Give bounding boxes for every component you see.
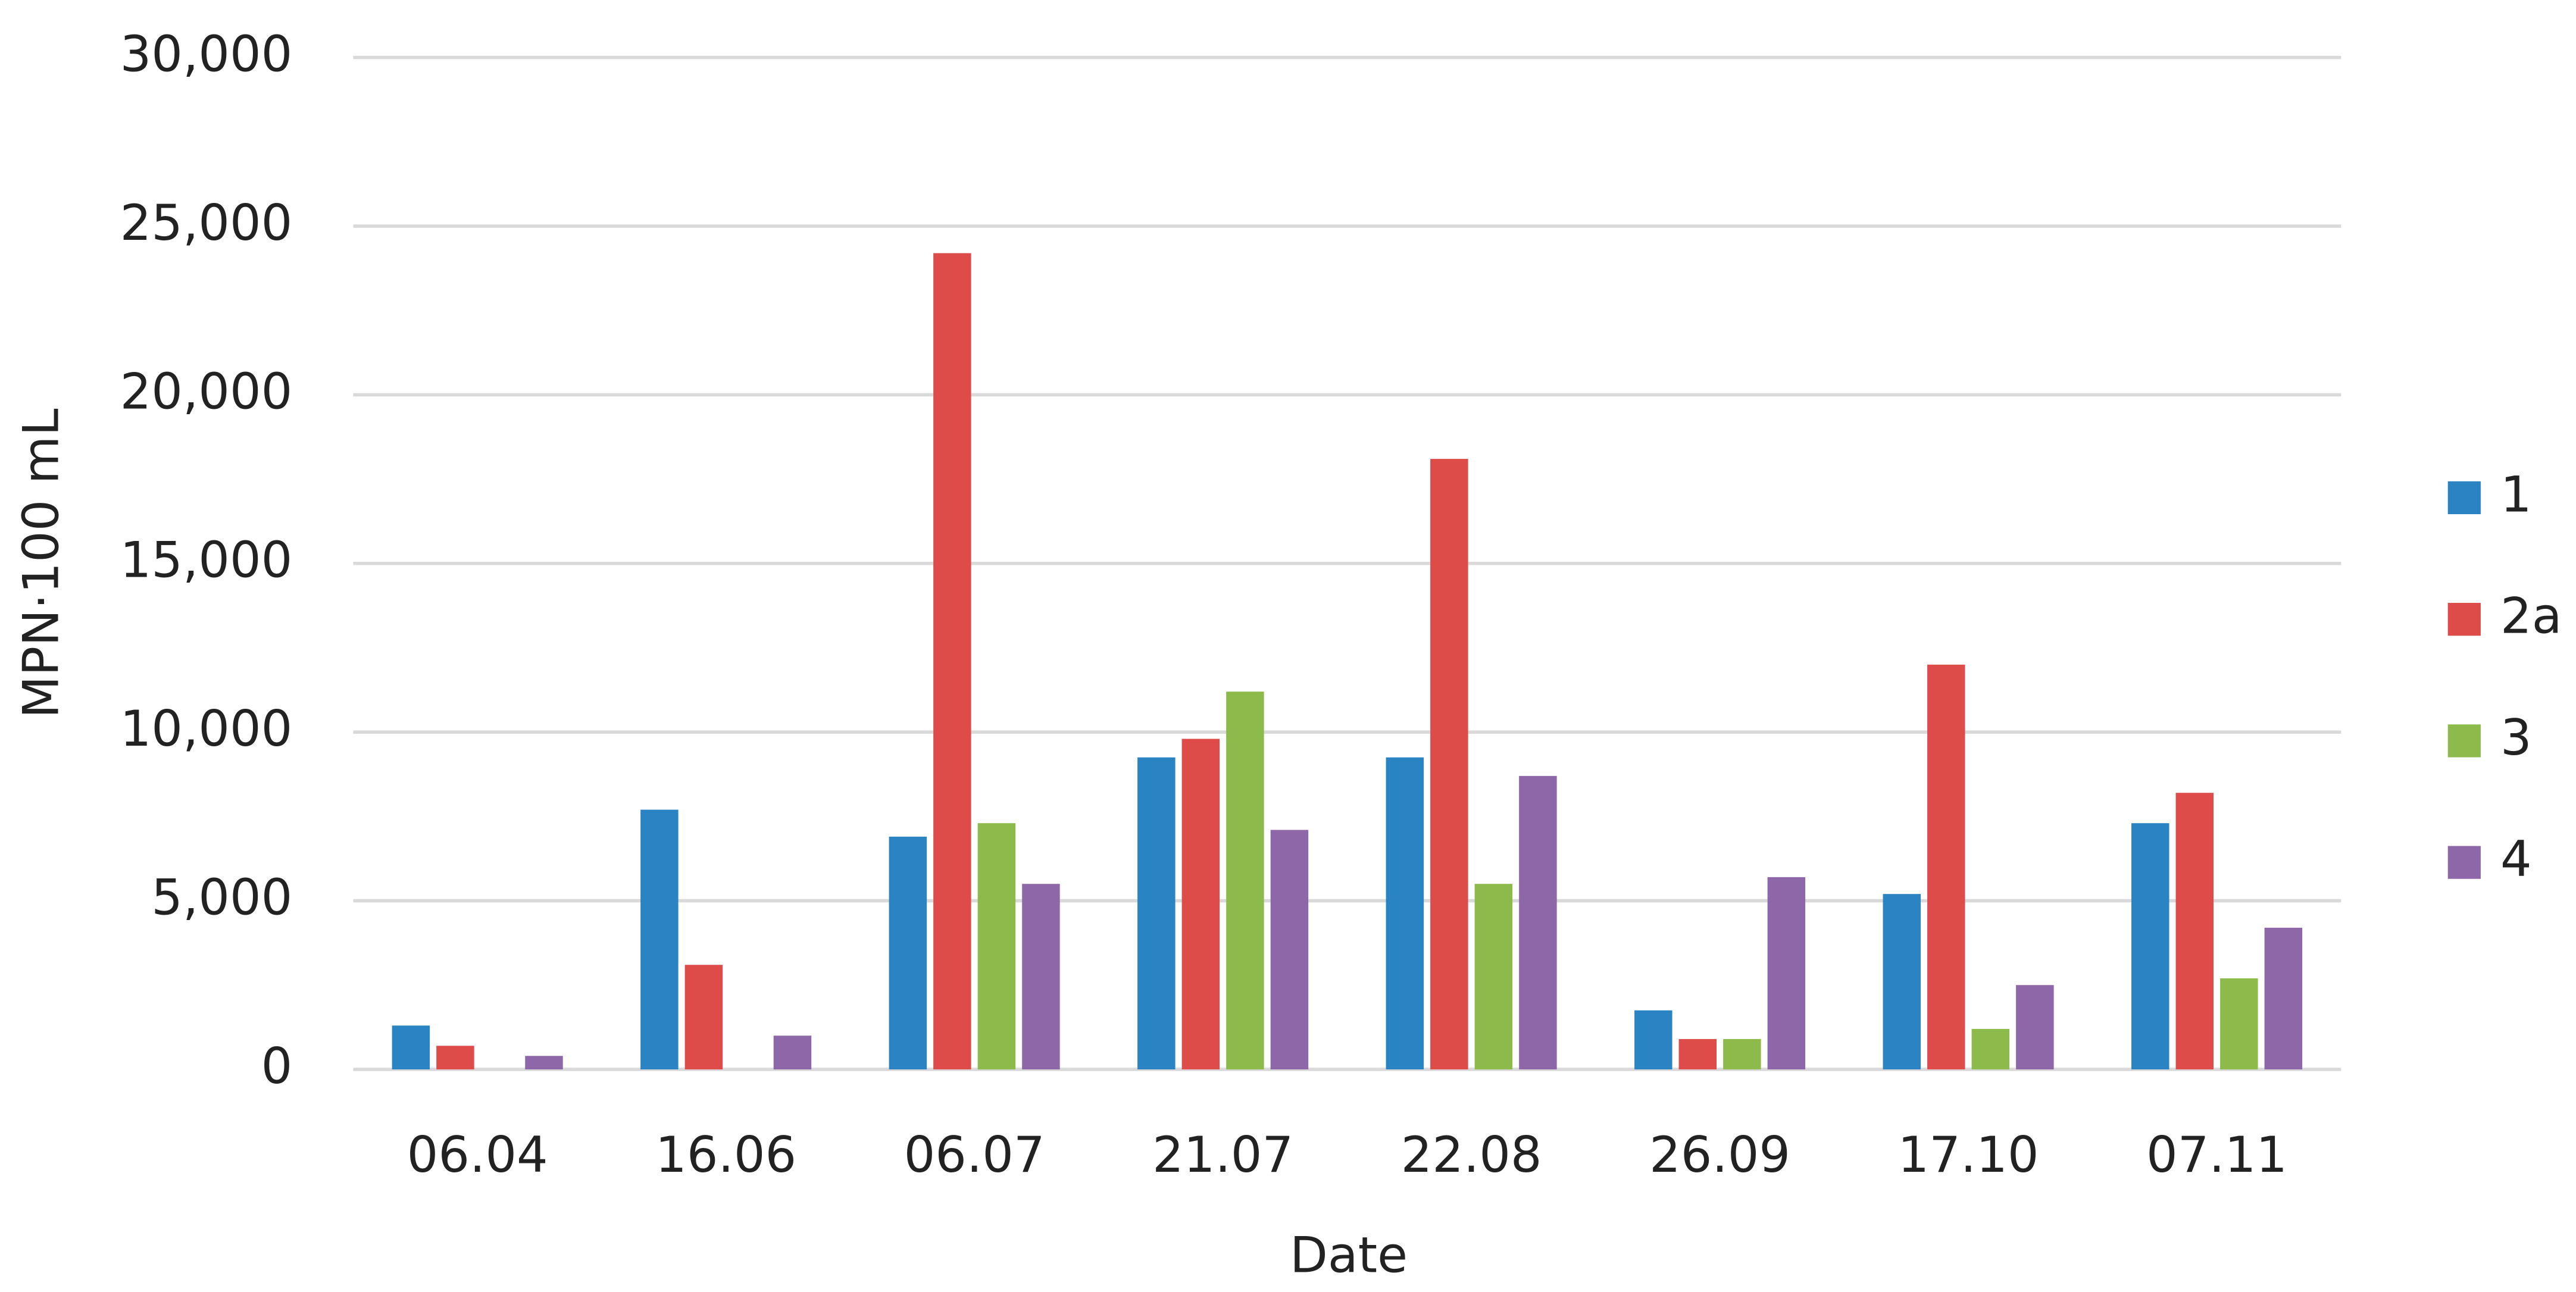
legend-label: 3 [2500, 709, 2532, 767]
bar [1927, 664, 1965, 1069]
bar [1181, 739, 1220, 1069]
legend-label: 1 [2500, 465, 2532, 523]
bar [1678, 1038, 1717, 1069]
bar [977, 823, 1016, 1069]
bar [1226, 692, 1264, 1069]
bar [889, 836, 927, 1069]
bar [1474, 884, 1513, 1069]
bar [2264, 927, 2303, 1069]
bar [2016, 985, 2054, 1069]
bar [1270, 830, 1309, 1069]
x-tick-label: 16.06 [655, 1126, 796, 1184]
y-tick-label: 30,000 [120, 26, 293, 83]
y-tick-label: 20,000 [120, 362, 293, 420]
x-tick-label: 21.07 [1152, 1126, 1293, 1184]
bar [1386, 757, 1424, 1069]
x-tick-label: 22.08 [1401, 1126, 1542, 1184]
y-tick-label: 15,000 [120, 531, 293, 589]
legend-swatch [2447, 846, 2481, 879]
legend-label: 2a [2500, 587, 2562, 645]
bar [1430, 459, 1468, 1069]
bar [1519, 775, 1557, 1069]
bar [436, 1046, 474, 1069]
y-tick-label: 10,000 [120, 700, 293, 758]
bar [1883, 894, 1921, 1069]
bar [2220, 978, 2258, 1069]
y-axis-title: MPN·100 mL [12, 408, 70, 718]
legend-swatch [2447, 724, 2481, 758]
x-tick-label: 26.09 [1649, 1126, 1790, 1184]
bar [1723, 1038, 1761, 1069]
x-tick-label: 06.07 [904, 1126, 1045, 1184]
x-tick-label: 06.04 [407, 1126, 548, 1184]
x-tick-label: 07.11 [2146, 1126, 2287, 1184]
bar [525, 1056, 563, 1069]
bar [392, 1025, 430, 1069]
bar [1971, 1028, 2010, 1069]
bar [1022, 884, 1060, 1069]
bar [1137, 757, 1176, 1069]
bar [2175, 793, 2214, 1069]
bar [2131, 823, 2169, 1069]
x-axis-title: Date [1290, 1226, 1408, 1284]
y-tick-label: 5,000 [151, 868, 292, 926]
y-tick-label: 0 [261, 1037, 293, 1095]
y-tick-label: 25,000 [120, 194, 293, 252]
bar [1767, 877, 1806, 1069]
bar [773, 1036, 812, 1069]
x-tick-label: 17.10 [1898, 1126, 2039, 1184]
legend-swatch [2447, 481, 2481, 514]
bar [1634, 1010, 1672, 1069]
bar [933, 253, 971, 1069]
legend-label: 4 [2500, 830, 2532, 888]
bar [684, 965, 723, 1069]
bar [640, 809, 679, 1069]
legend-swatch [2447, 603, 2481, 636]
